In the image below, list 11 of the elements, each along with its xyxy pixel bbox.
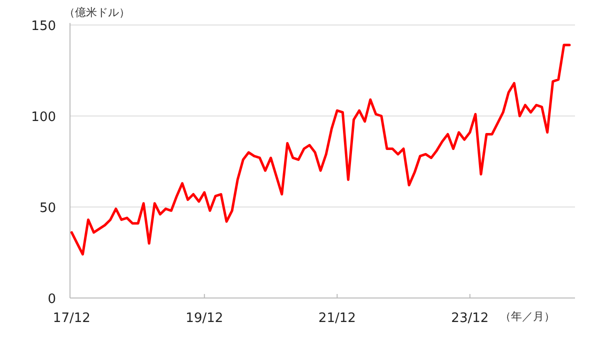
y-tick-label: 0 (48, 292, 56, 307)
x-tick-label: 21/12 (318, 311, 356, 326)
x-tick-label: 17/12 (52, 311, 90, 326)
line-series (70, 44, 571, 256)
x-tick-label: 23/12 (451, 311, 489, 326)
x-axis-title: （年／月） (500, 310, 555, 323)
y-axis-title: （億米ドル） (64, 6, 130, 19)
y-tick-label: 50 (39, 201, 56, 216)
x-tick-label: 19/12 (186, 311, 224, 326)
y-tick-label: 150 (31, 19, 56, 34)
y-tick-label: 100 (31, 110, 56, 125)
